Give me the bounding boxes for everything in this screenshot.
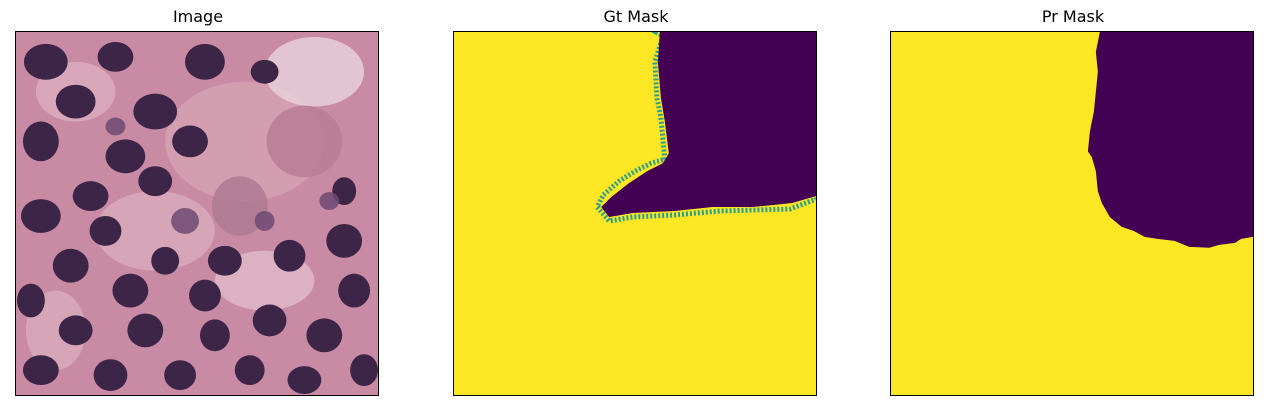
panel-title-image: Image	[172, 7, 224, 26]
gt-mask-panel	[453, 31, 817, 396]
panel-title-pr-mask: Pr Mask	[1041, 7, 1105, 26]
panel-title-gt-mask: Gt Mask	[603, 7, 669, 26]
pr-mask-panel	[890, 31, 1254, 396]
tissue-micrograph	[16, 32, 378, 395]
gt-segmentation-mask	[454, 32, 816, 395]
tissue-image-panel	[15, 31, 379, 396]
pr-segmentation-mask	[891, 32, 1253, 395]
